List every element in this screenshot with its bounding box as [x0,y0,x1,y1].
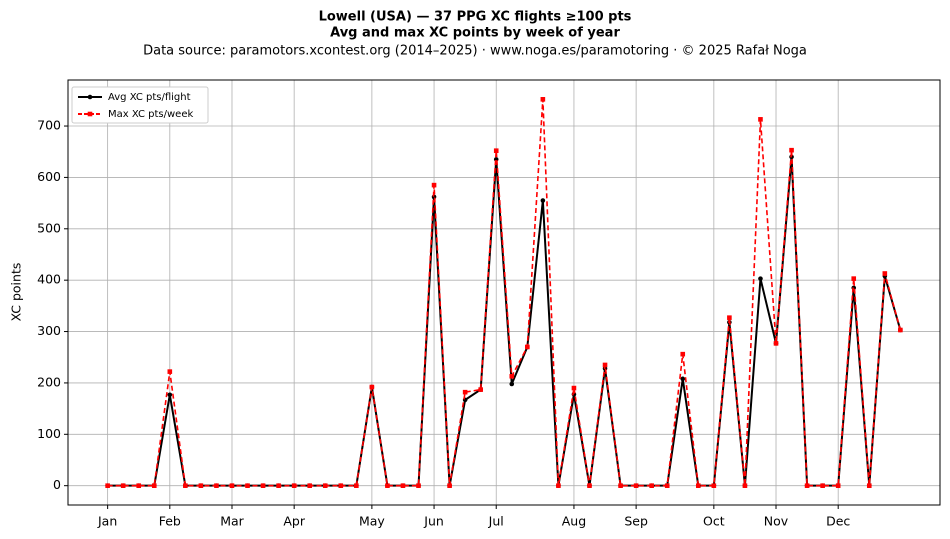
point [322,483,328,488]
series-line [107,156,902,487]
point [820,483,825,488]
x-tick-label: Oct [703,514,725,529]
chart-subtitle: Avg and max XC points by week of year [330,26,620,41]
plot-frame [67,79,941,506]
y-tick-label: 300 [37,323,61,338]
y-tick-label: 500 [37,220,61,235]
y-tick-label: 0 [53,477,61,492]
point [509,373,515,379]
series-line [107,99,902,487]
point [773,341,779,346]
point [695,483,701,488]
point [260,483,266,488]
point [478,387,483,392]
legend-marker [87,94,93,100]
x-tick-label: Mar [220,514,244,529]
point [633,483,639,488]
point [276,483,281,488]
point [291,483,297,488]
legend: Avg XC pts/flight Max XC pts/week [71,86,209,124]
point [664,483,670,488]
y-tick-label: 700 [37,118,61,133]
point [882,271,888,276]
point [587,483,592,488]
y-tick-label: 400 [37,272,61,287]
point [120,483,126,488]
point [167,369,173,374]
point [711,483,717,488]
x-tick-label: Apr [283,514,305,529]
point [198,483,204,488]
point [758,117,763,122]
y-tick-label: 100 [37,426,61,441]
point [540,97,546,102]
point [338,483,344,488]
y-tick-label: 200 [37,374,61,389]
legend-label: Avg XC pts/flight [108,92,191,103]
point [727,315,732,320]
x-tick-label: May [359,514,385,529]
point [509,381,515,387]
point [742,483,748,488]
point [214,483,219,488]
y-tick-label: 600 [37,169,61,184]
point [525,344,530,350]
point [680,376,686,382]
x-tick-label: Aug [562,514,586,529]
point [416,483,421,488]
point [431,182,437,188]
point [571,385,577,391]
point [866,483,872,488]
point [602,362,608,368]
point [618,483,623,488]
point [354,483,359,488]
point [493,148,499,153]
x-tick-label: Jul [488,514,504,529]
chart-title: Lowell (USA) — 37 PPG XC flights ≥100 pt… [319,10,632,25]
point [400,483,406,488]
point [136,483,142,488]
point [245,483,250,488]
legend-box [71,86,209,124]
x-tick-label: Sep [624,514,648,529]
point [151,483,157,488]
y-axis-label: XC points [9,263,24,322]
point [229,483,235,488]
legend-marker [87,111,93,117]
point [105,483,110,488]
x-tick-label: Feb [159,514,181,529]
legend-label: Max XC pts/week [108,109,193,120]
point [369,384,375,390]
point [462,389,468,395]
point [167,392,173,398]
x-tick-label: Jun [423,514,444,529]
point [898,327,903,333]
point [649,483,654,488]
x-tick-label: Nov [764,514,789,529]
chart-source: Data source: paramotors.xcontest.org (20… [143,44,807,59]
point [183,483,188,488]
point [789,147,794,153]
point [758,276,763,281]
point [680,351,686,357]
point [804,483,810,488]
x-tick-label: Dec [826,514,850,529]
point [385,483,390,488]
point [851,276,857,281]
x-tick-label: Jan [97,514,117,529]
point [307,483,313,488]
point [835,483,841,488]
point [556,483,561,488]
point [447,483,452,488]
point [540,198,546,203]
